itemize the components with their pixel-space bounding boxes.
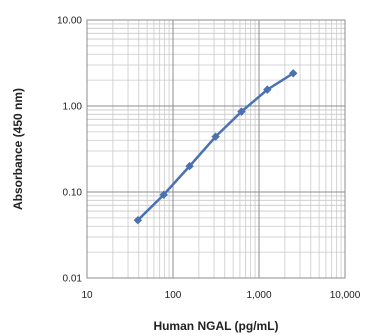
data-point-marker bbox=[263, 85, 272, 94]
x-axis-tick-labels: 10 100 1,000 10,000 bbox=[81, 290, 360, 301]
data-point-marker bbox=[133, 215, 143, 225]
y-tick-label: 0.01 bbox=[63, 274, 83, 285]
data-point-marker bbox=[211, 132, 220, 141]
major-gridlines bbox=[86, 19, 346, 279]
plot-area-frame bbox=[86, 19, 346, 279]
series-line bbox=[136, 72, 294, 222]
data-point-marker bbox=[237, 107, 246, 116]
data-point-marker bbox=[185, 161, 194, 171]
series-layer bbox=[133, 69, 298, 225]
y-tick-label: 10.00 bbox=[57, 16, 82, 27]
data-point-marker bbox=[159, 190, 168, 199]
x-tick-label: 10,000 bbox=[330, 290, 361, 301]
minor-gridlines bbox=[87, 20, 345, 278]
data-point-marker bbox=[289, 69, 298, 78]
y-axis-tick-labels: 10.00 1.00 0.10 0.01 bbox=[57, 16, 82, 285]
y-tick-label: 0.10 bbox=[63, 188, 83, 199]
y-tick-label: 1.00 bbox=[63, 102, 83, 113]
x-tick-label: 1,000 bbox=[246, 290, 271, 301]
y-axis-title: Absorbance (450 nm) bbox=[11, 88, 25, 210]
x-tick-label: 10 bbox=[81, 290, 93, 301]
x-axis-title: Human NGAL (pg/mL) bbox=[153, 319, 278, 333]
x-tick-label: 100 bbox=[165, 290, 182, 301]
